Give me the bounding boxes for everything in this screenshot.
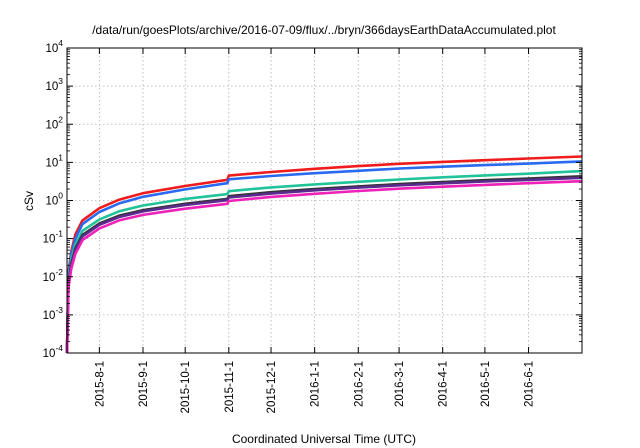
y-tick-exponent: 1: [58, 152, 63, 162]
y-tick-base: 10: [43, 348, 56, 360]
x-tick-label: 2016-6-1: [524, 361, 536, 407]
series-line-3: [65, 169, 583, 354]
series-line-5: [65, 176, 583, 354]
y-tick-label: 101: [45, 152, 63, 169]
y-tick-base: 10: [45, 157, 58, 169]
chart-title: /data/run/goesPlots/archive/2016-07-09/f…: [92, 23, 556, 37]
y-tick-label: 100: [45, 191, 63, 208]
x-tick-label: 2016-4-1: [438, 361, 450, 407]
y-tick-base: 10: [43, 272, 56, 284]
y-tick-base: 10: [43, 234, 56, 246]
series-line-6: [65, 179, 583, 354]
y-tick-label: 10-1: [43, 229, 64, 246]
y-tick-exponent: 3: [58, 76, 63, 86]
y-tick-label: 104: [45, 38, 63, 55]
x-tick-label: 2015-11-1: [224, 361, 236, 413]
series-lines: [65, 155, 583, 354]
y-tick-exponent: 0: [58, 191, 63, 201]
y-tick-label: 10-3: [43, 305, 64, 322]
x-tick-label: 2015-8-1: [94, 361, 106, 407]
y-axis-label: cSv: [22, 191, 36, 211]
x-tick-label: 2016-1-1: [310, 361, 322, 407]
y-tick-exponent: -1: [55, 229, 63, 239]
y-tick-base: 10: [45, 43, 58, 55]
y-tick-exponent: -4: [55, 343, 63, 353]
y-tick-label: 102: [45, 114, 63, 131]
x-tick-label: 2016-2-1: [353, 361, 365, 407]
y-tick-exponent: -3: [55, 305, 63, 315]
y-tick-exponent: 4: [58, 38, 63, 48]
y-tick-base: 10: [45, 81, 58, 93]
y-tick-exponent: -2: [55, 267, 63, 277]
y-tick-base: 10: [43, 310, 56, 322]
y-tick-base: 10: [45, 119, 58, 131]
x-axis-label: Coordinated Universal Time (UTC): [232, 432, 416, 446]
x-tick-label: 2016-3-1: [394, 361, 406, 407]
x-tick-labels: 2015-8-1 2015-9-1 2015-10-1 2015-11-1 2015-1…: [94, 361, 535, 413]
x-tick-label: 2016-5-1: [480, 361, 492, 407]
y-tick-label: 103: [45, 76, 63, 93]
y-tick-label: 10-4: [43, 343, 64, 360]
y-tick-exponent: 2: [58, 114, 63, 124]
y-tick-base: 10: [45, 196, 58, 208]
x-tick-label: 2015-12-1: [266, 361, 278, 413]
axis-ticks: [67, 47, 582, 354]
x-tick-label: 2015-9-1: [138, 361, 150, 407]
x-tick-label: 2015-10-1: [180, 361, 192, 413]
series-line-2: [65, 160, 583, 354]
y-tick-label: 10-2: [43, 267, 64, 284]
